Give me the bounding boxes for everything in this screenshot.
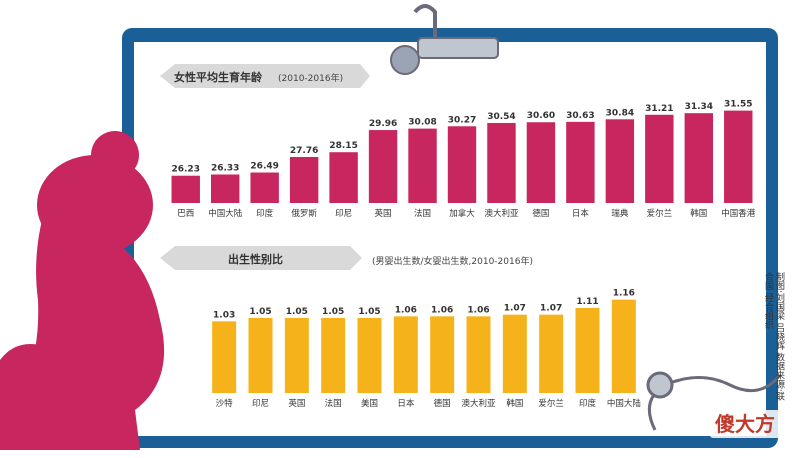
chart2-value-label: 1.05 — [249, 307, 271, 317]
chart1-category-label: 韩国 — [690, 208, 707, 219]
chart2-value-label: 1.07 — [540, 304, 562, 314]
chart2-bar — [575, 308, 600, 393]
chart2-value-label: 1.06 — [395, 305, 417, 315]
chart1-bar — [645, 114, 674, 203]
chart1-value-label: 30.27 — [448, 115, 476, 125]
chart1-category-label: 印尼 — [335, 208, 352, 219]
chart2-value-label: 1.06 — [467, 305, 489, 315]
chart1-value-label: 26.49 — [250, 162, 278, 172]
chart2-subtitle: (男婴出生数/女婴出生数,2010-2016年) — [372, 257, 533, 267]
chart1-bar — [605, 119, 635, 203]
chart1-bar — [447, 126, 477, 203]
chart2-value-label: 1.05 — [322, 307, 344, 317]
chart2-bar — [393, 316, 418, 393]
chart2-category-label: 澳大利亚 — [461, 398, 496, 409]
chart1-category-label: 德国 — [532, 208, 549, 219]
chart1-value-label: 31.55 — [724, 100, 752, 110]
chart1-bar — [171, 175, 200, 203]
chart1-value-label: 31.21 — [645, 104, 673, 114]
chart1-category-label: 加拿大 — [449, 208, 475, 219]
chart2-value-label: 1.05 — [358, 307, 380, 317]
chart2-category-label: 韩国 — [506, 398, 523, 409]
chart1-subtitle: (2010-2016年) — [278, 74, 344, 84]
chart1-category-label: 俄罗斯 — [291, 208, 317, 219]
chart2-category-label: 日本 — [397, 398, 415, 409]
chart2-category-label: 德国 — [434, 398, 451, 409]
chart-fertility-age: 26.23 巴西 26.33 中国大陆 26.49 印度 27.76 俄罗斯 28.15 印尼 29… — [171, 100, 755, 219]
chart2-category-label: 英国 — [288, 398, 305, 409]
data-source-note: 制图:刘国梁 吕晓辉 数据来源:联合国 经合组织 — [763, 272, 784, 401]
chart2-category-label: 中国大陆 — [607, 398, 642, 409]
chart2-title: 出生性别比 — [228, 253, 283, 266]
chart2-category-label: 印尼 — [252, 398, 269, 409]
chart2-category-label: 美国 — [361, 398, 378, 409]
chart1-bar — [368, 130, 398, 203]
chart1-bar — [526, 122, 556, 203]
clip-icon — [390, 4, 499, 75]
chart2-category-label: 印度 — [579, 398, 597, 409]
chart1-bar — [329, 152, 358, 203]
chart2-value-label: 1.06 — [431, 305, 453, 315]
chart2-category-label: 爱尔兰 — [538, 398, 564, 409]
watermark: 傻大方 — [710, 410, 780, 438]
chart1-category-label: 法国 — [414, 208, 431, 219]
chart2-bar — [357, 318, 382, 393]
chart2-value-label: 1.11 — [576, 297, 598, 307]
chart1-category-label: 英国 — [375, 208, 392, 219]
chart1-category-label: 日本 — [572, 208, 590, 219]
chart-sex-ratio: 1.03 沙特 1.05 印尼 1.05 英国 1.05 法国 1.05 美国 1.06 日本 1.06… — [212, 289, 641, 409]
chart1-category-label: 澳大利亚 — [484, 208, 519, 219]
chart1-bar — [210, 174, 240, 203]
chart1-value-label: 27.76 — [290, 146, 318, 156]
chart2-value-label: 1.07 — [504, 304, 526, 314]
chart2-bar — [284, 318, 309, 393]
chart1-category-label: 爱尔兰 — [647, 208, 673, 219]
chart1-value-label: 26.33 — [211, 163, 239, 173]
chart2-bar — [430, 316, 455, 393]
chart1-title-tab — [160, 64, 370, 88]
chart1-bar — [684, 113, 714, 203]
chart1-value-label: 26.23 — [171, 165, 199, 175]
chart1-category-label: 印度 — [256, 208, 274, 219]
chart1-bar — [724, 110, 753, 203]
chart1-title: 女性平均生育年龄 — [174, 71, 262, 84]
chart2-bar — [502, 314, 527, 393]
chart1-bar — [487, 122, 516, 203]
chart2-bar — [539, 314, 564, 393]
chart1-value-label: 30.63 — [566, 111, 594, 121]
chart2-bar — [321, 318, 346, 393]
chart1-category-label: 巴西 — [177, 209, 194, 219]
chart1-value-label: 30.84 — [606, 108, 634, 118]
chart2-bar — [466, 316, 491, 393]
chart2-bar — [611, 299, 636, 393]
chart1-category-label: 中国香港 — [721, 208, 756, 219]
chart2-category-label: 沙特 — [216, 398, 234, 409]
chart1-bar — [408, 128, 437, 203]
chart2-value-label: 1.05 — [286, 307, 308, 317]
chart2-title-tab — [160, 246, 362, 270]
pregnant-woman-silhouette — [0, 131, 165, 450]
chart2-value-label: 1.03 — [213, 310, 235, 320]
stethoscope-icon — [646, 371, 782, 431]
chart1-category-label: 中国大陆 — [208, 208, 243, 219]
chart1-value-label: 28.15 — [329, 141, 357, 151]
chart1-value-label: 30.60 — [527, 111, 555, 121]
chart2-bar — [212, 321, 237, 393]
chart1-bar — [289, 156, 319, 203]
chart1-value-label: 30.54 — [487, 112, 515, 122]
chart1-value-label: 30.08 — [408, 118, 436, 128]
chart2-bar — [248, 318, 273, 393]
chart2-value-label: 1.16 — [613, 289, 635, 299]
chart1-value-label: 31.34 — [685, 102, 713, 112]
chart1-category-label: 瑞典 — [611, 208, 629, 219]
chart2-category-label: 法国 — [325, 398, 342, 409]
chart1-bar — [250, 172, 279, 203]
chart1-value-label: 29.96 — [369, 119, 397, 129]
chart1-bar — [566, 121, 595, 203]
